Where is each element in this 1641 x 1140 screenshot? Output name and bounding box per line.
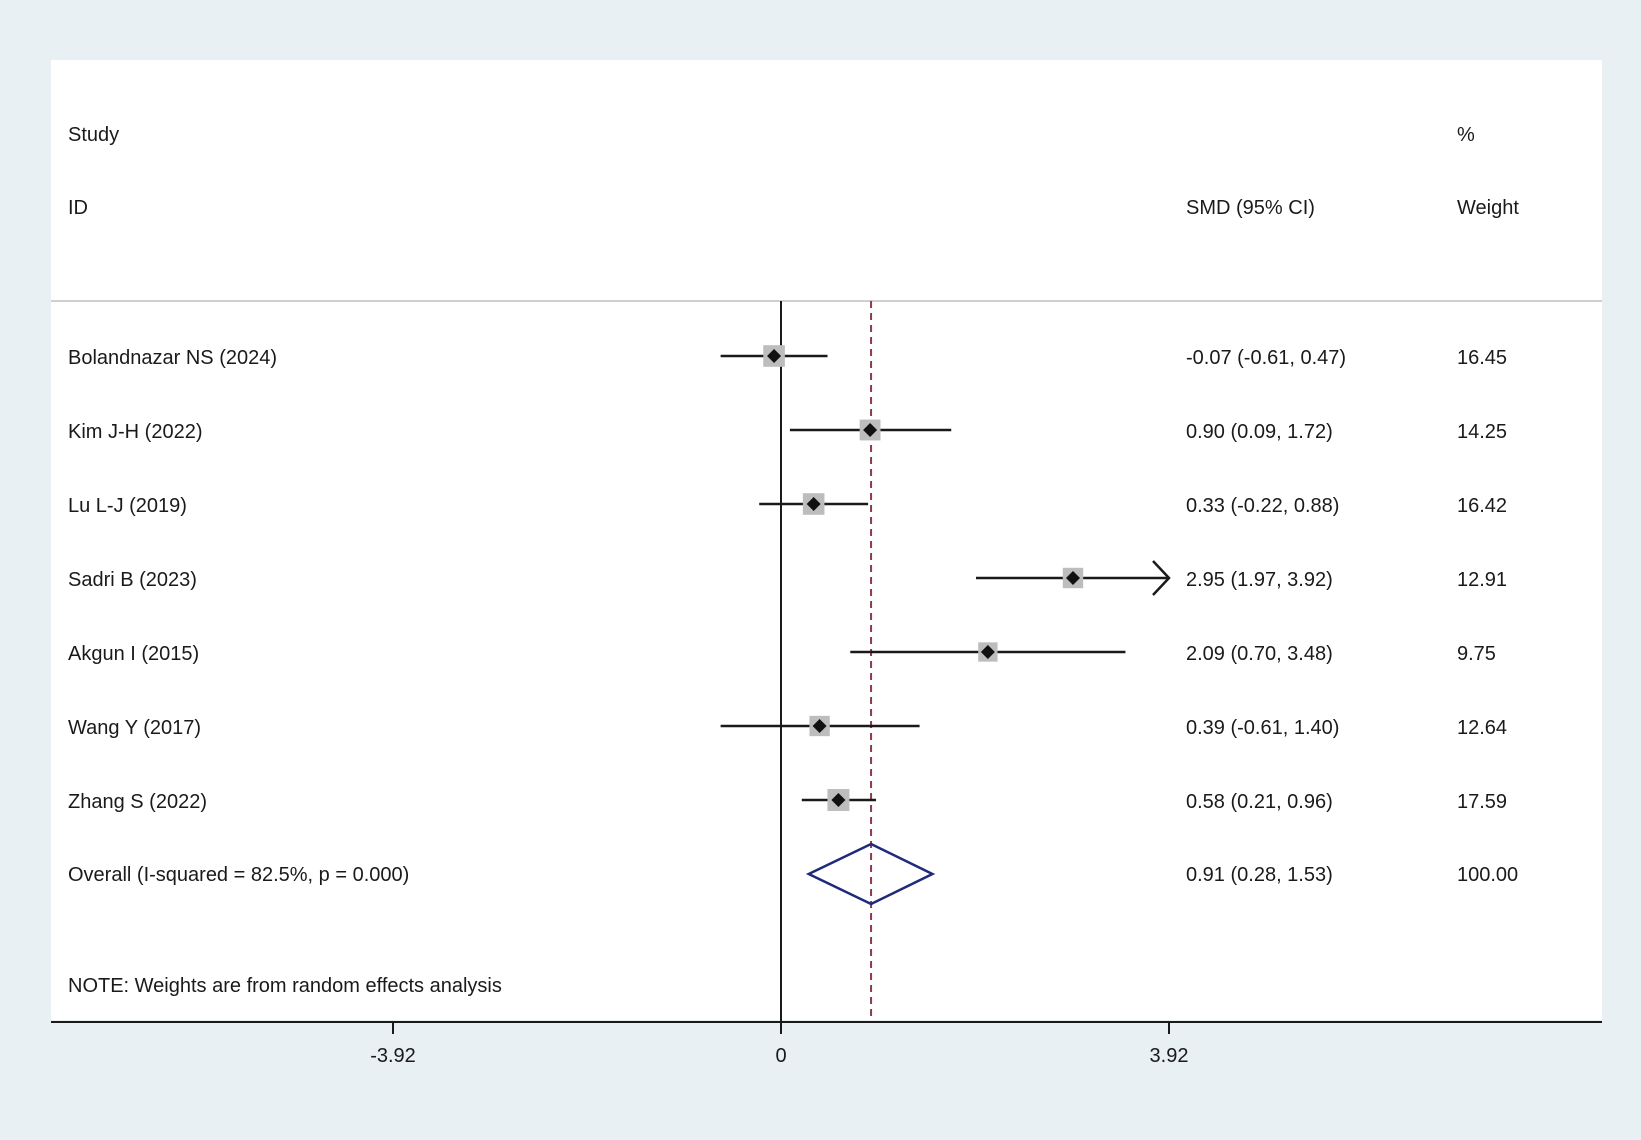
point-estimate <box>812 719 827 733</box>
x-tick-label: 0 <box>775 1045 786 1067</box>
study-ci: 0.33 (-0.22, 0.88) <box>1186 495 1339 517</box>
study-weight: 9.75 <box>1457 643 1496 665</box>
study-ci: 0.90 (0.09, 1.72) <box>1186 421 1333 443</box>
header-id: ID <box>68 197 88 219</box>
header-weight-pct: % <box>1457 124 1475 146</box>
study-weight: 16.42 <box>1457 495 1507 517</box>
point-estimate <box>1065 571 1080 585</box>
study-weight: 12.64 <box>1457 717 1507 739</box>
study-label: Wang Y (2017) <box>68 717 201 739</box>
study-row: Bolandnazar NS (2024) -0.07 (-0.61, 0.47)… <box>68 345 1507 369</box>
overall-label: Overall (I-squared = 82.5%, p = 0.000) <box>68 864 409 886</box>
point-estimate <box>806 497 821 511</box>
study-weight: 12.91 <box>1457 569 1507 591</box>
point-estimate <box>831 793 846 807</box>
study-weight: 16.45 <box>1457 347 1507 369</box>
overall-diamond <box>805 842 936 906</box>
study-row: Wang Y (2017) 0.39 (-0.61, 1.40) 12.64 <box>68 715 1507 739</box>
study-ci: -0.07 (-0.61, 0.47) <box>1186 347 1346 369</box>
study-label: Kim J-H (2022) <box>68 421 202 443</box>
overall-ci: 0.91 (0.28, 1.53) <box>1186 864 1333 886</box>
study-row: Akgun I (2015) 2.09 (0.70, 3.48) 9.75 <box>68 642 1496 665</box>
x-axis-ticks: -3.92 0 3.92 <box>370 1022 1188 1067</box>
study-label: Akgun I (2015) <box>68 643 199 665</box>
weights-note: NOTE: Weights are from random effects an… <box>68 975 502 997</box>
point-estimate <box>980 645 995 659</box>
plot-panel <box>51 60 1602 1020</box>
header-effect: SMD (95% CI) <box>1186 197 1315 219</box>
study-ci: 2.09 (0.70, 3.48) <box>1186 643 1333 665</box>
study-label: Sadri B (2023) <box>68 569 197 591</box>
study-weight: 14.25 <box>1457 421 1507 443</box>
x-tick-label: -3.92 <box>370 1045 416 1067</box>
overall-weight: 100.00 <box>1457 864 1518 886</box>
ci-arrow <box>1152 560 1171 596</box>
study-label: Bolandnazar NS (2024) <box>68 347 277 369</box>
study-label: Lu L-J (2019) <box>68 495 187 517</box>
study-rows: Bolandnazar NS (2024) -0.07 (-0.61, 0.47)… <box>68 345 1507 813</box>
study-row: Kim J-H (2022) 0.90 (0.09, 1.72) 14.25 <box>68 419 1507 443</box>
point-estimate <box>863 423 878 437</box>
x-tick-label: 3.92 <box>1150 1045 1189 1067</box>
study-label: Zhang S (2022) <box>68 791 207 813</box>
study-weight: 17.59 <box>1457 791 1507 813</box>
header-weight: Weight <box>1457 197 1519 219</box>
point-estimate <box>767 349 782 363</box>
header-study: Study <box>68 124 119 146</box>
study-row: Zhang S (2022) 0.58 (0.21, 0.96) 17.59 <box>68 789 1507 813</box>
study-ci: 2.95 (1.97, 3.92) <box>1186 569 1333 591</box>
study-ci: 0.39 (-0.61, 1.40) <box>1186 717 1339 739</box>
study-ci: 0.58 (0.21, 0.96) <box>1186 791 1333 813</box>
study-row: Sadri B (2023) 2.95 (1.97, 3.92) 12.91 <box>68 560 1507 596</box>
study-row: Lu L-J (2019) 0.33 (-0.22, 0.88) 16.42 <box>68 493 1507 517</box>
